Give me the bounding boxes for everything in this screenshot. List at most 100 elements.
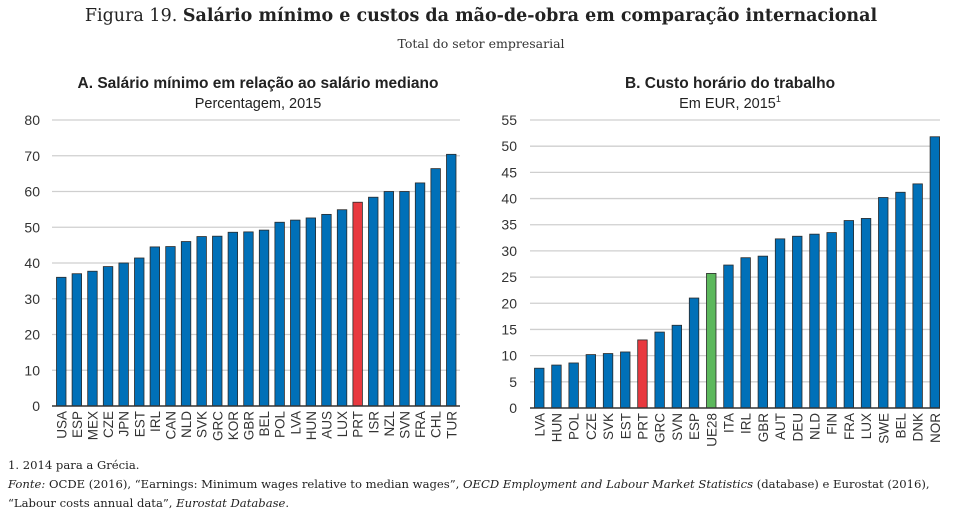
x-tick-label: GBR — [241, 411, 256, 441]
y-tick-label: 70 — [24, 148, 40, 164]
bar-hun — [551, 364, 562, 409]
x-tick-label: FRA — [413, 411, 428, 438]
bar-lva — [290, 219, 301, 407]
y-tick-label: 20 — [24, 327, 40, 343]
bar-dnk — [912, 183, 923, 409]
figure-title-text: Salário mínimo e custos da mão-de-obra e… — [182, 6, 878, 26]
bar-hun — [305, 217, 317, 407]
bar-svk — [196, 236, 207, 407]
x-tick-label: ESP — [687, 413, 702, 440]
x-tick-label: LVA — [288, 411, 303, 435]
source-note: Fonte: OCDE (2016), “Earnings: Minimum w… — [8, 475, 958, 513]
y-tick-label: 50 — [501, 138, 517, 154]
x-tick-label: LUX — [859, 413, 874, 439]
y-tick-label: 60 — [24, 184, 40, 200]
bar-svn — [399, 191, 410, 407]
x-tick-label: SVK — [195, 411, 210, 438]
bar-prt — [637, 339, 648, 409]
x-tick-label: GRC — [210, 411, 225, 441]
y-tick-label: 10 — [24, 362, 40, 378]
bar-ue28 — [706, 273, 717, 409]
bar-esp — [688, 297, 700, 409]
bar-svk — [602, 353, 614, 409]
x-tick-label: ESP — [70, 411, 85, 438]
x-tick-label: BEL — [893, 413, 908, 439]
bar-ita — [723, 264, 734, 409]
x-tick-label: POL — [567, 413, 582, 441]
y-tick-label: 40 — [24, 255, 40, 271]
y-tick-label: 35 — [501, 217, 517, 233]
x-tick-label: EST — [132, 411, 147, 437]
y-tick-label: 0 — [509, 400, 517, 416]
source-italic: OECD Employment and Labour Market Statis… — [463, 477, 754, 491]
x-tick-label: GBR — [756, 413, 771, 443]
bar-mex — [87, 270, 98, 407]
x-tick-label: POL — [273, 411, 288, 439]
bar-fin — [826, 232, 837, 409]
x-tick-label: AUS — [319, 411, 334, 439]
x-tick-label: SWE — [876, 413, 891, 444]
x-tick-label: NLD — [807, 413, 822, 440]
x-tick-label: BEL — [257, 411, 272, 437]
bar-kor — [227, 231, 239, 407]
bar-gbr — [757, 255, 768, 409]
bar-usa — [56, 276, 67, 407]
bar-irl — [149, 246, 161, 407]
x-tick-label: HUN — [304, 411, 319, 440]
bar-grc — [212, 235, 223, 407]
panel-B-title: B. Custo horário do trabalho — [625, 75, 835, 92]
x-tick-label: ISR — [366, 411, 381, 434]
bar-nor — [929, 136, 940, 409]
bar-jpn — [118, 262, 129, 407]
bar-fra — [414, 182, 426, 407]
y-tick-label: 10 — [501, 348, 517, 364]
bar-tur — [446, 153, 457, 407]
bar-nld — [809, 233, 820, 409]
x-tick-label: TUR — [444, 411, 459, 439]
x-tick-label: KOR — [226, 411, 241, 441]
y-tick-label: 5 — [509, 374, 517, 390]
y-tick-label: 30 — [501, 243, 517, 259]
source-text: OCDE (2016), “Earnings: Minimum wages re… — [45, 477, 464, 491]
panel-A-title: A. Salário mínimo em relação ao salário … — [78, 75, 439, 92]
bar-lux — [860, 218, 872, 409]
bar-deu — [792, 235, 803, 409]
x-tick-label: DNK — [911, 413, 926, 442]
y-tick-label: 50 — [24, 219, 40, 235]
y-tick-label: 40 — [501, 191, 517, 207]
x-tick-label: MEX — [85, 411, 100, 440]
bar-lva — [534, 367, 545, 409]
figure-subtitle: Total do setor empresarial — [397, 36, 565, 51]
y-tick-label: 0 — [32, 398, 40, 414]
bar-pol — [274, 221, 285, 407]
y-tick-label: 20 — [501, 295, 517, 311]
x-tick-label: DEU — [790, 413, 805, 442]
x-tick-label: FRA — [842, 413, 857, 440]
source-label: Fonte: — [8, 477, 46, 491]
x-tick-label: PRT — [351, 411, 366, 438]
bar-aut — [774, 238, 786, 409]
x-tick-label: HUN — [549, 413, 564, 442]
x-tick-label: USA — [54, 411, 69, 439]
bar-isr — [368, 196, 379, 407]
panel-B-subtitle: Em EUR, 20151 — [679, 94, 781, 112]
bar-irl — [740, 257, 751, 409]
x-tick-label: GRC — [653, 413, 668, 443]
x-tick-label: NOR — [928, 413, 943, 443]
bar-bel — [258, 229, 270, 407]
figure-notes: 1. 2014 para a Grécia. Fonte: OCDE (2016… — [8, 456, 958, 513]
footnote: 1. 2014 para a Grécia. — [8, 458, 140, 472]
x-tick-label: FIN — [825, 413, 840, 435]
bar-est — [620, 351, 631, 409]
figure-title: Figura 19. Salário mínimo e custos da mã… — [0, 6, 962, 26]
bar-cze — [102, 266, 114, 407]
x-tick-label: UE28 — [704, 413, 719, 447]
bar-svn — [671, 324, 682, 409]
x-tick-label: NZL — [382, 411, 397, 437]
figure-number: Figura 19. — [84, 6, 178, 26]
source-text: . — [285, 496, 290, 510]
x-tick-label: PRT — [635, 413, 650, 440]
x-tick-label: CZE — [101, 411, 116, 438]
x-tick-label: EST — [618, 413, 633, 439]
